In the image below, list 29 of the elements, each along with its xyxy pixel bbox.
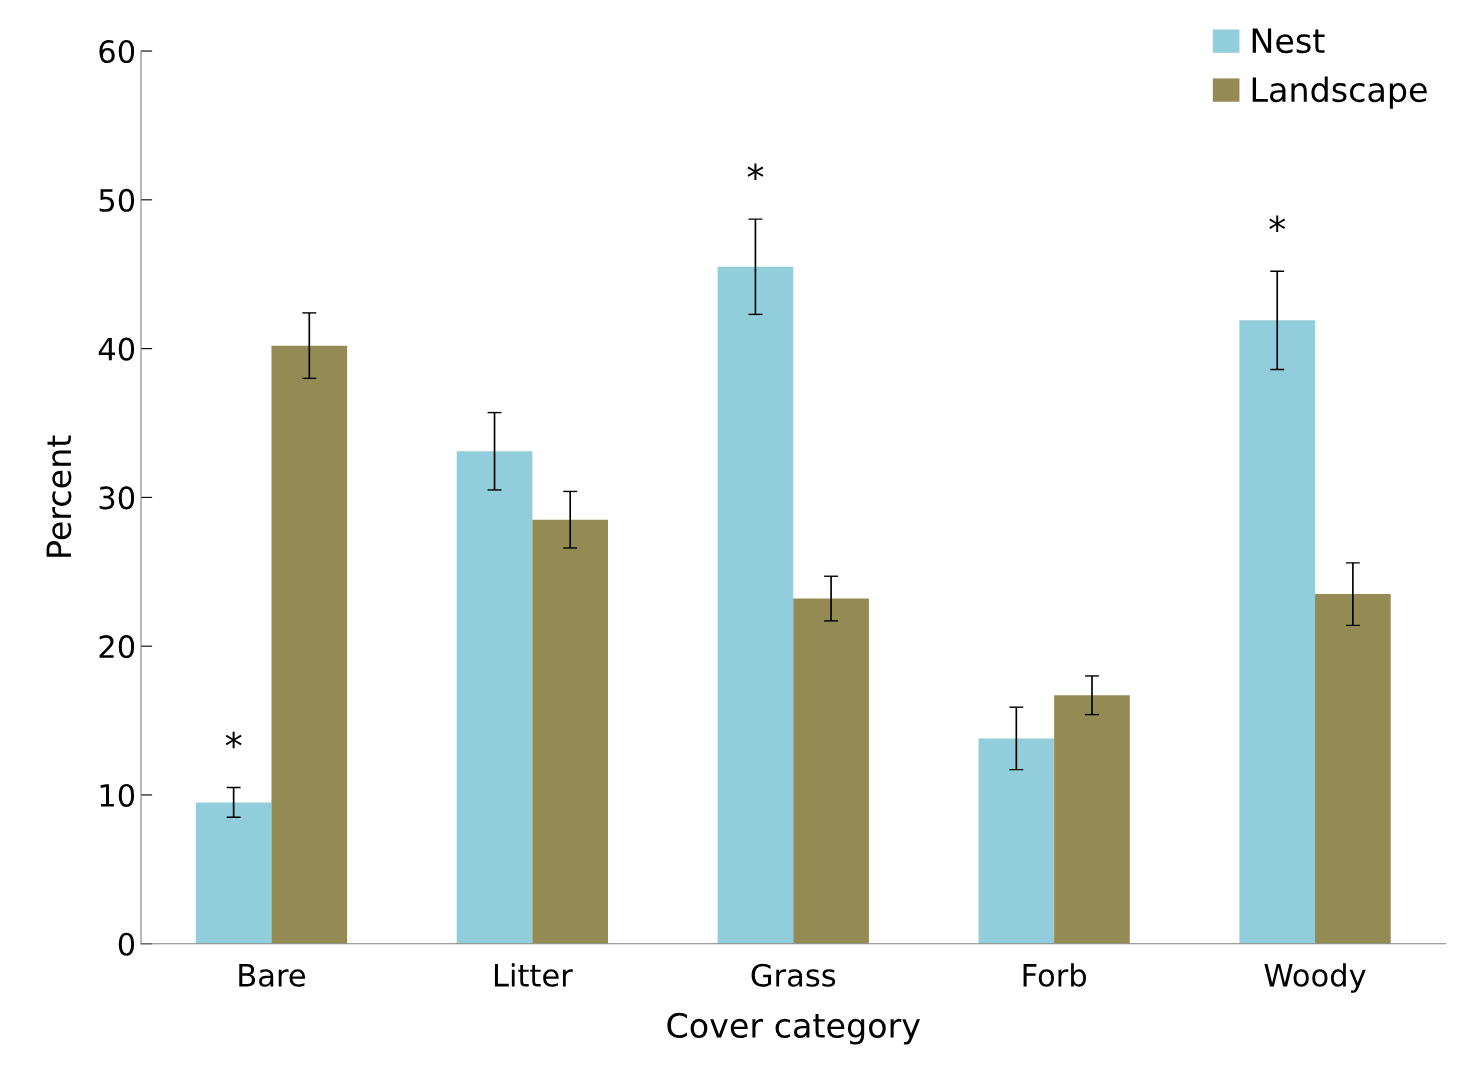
bar [978, 738, 1055, 944]
annotation: * [747, 163, 764, 180]
annotation: * [1269, 215, 1286, 232]
x-tick-label: Grass [751, 963, 836, 987]
x-axis-title: Cover category [667, 1012, 921, 1045]
bar [532, 519, 609, 944]
y-tick-label: 10 [100, 783, 135, 807]
bar [195, 802, 272, 944]
y-tick-label: 30 [99, 486, 135, 510]
bar [1315, 594, 1391, 944]
bar [793, 598, 869, 944]
y-axis-title: Percent [46, 435, 72, 557]
x-tick-label: Litter [494, 963, 573, 987]
annotation: * [225, 731, 242, 749]
legend-label: Nest [1252, 28, 1325, 54]
y-tick-label: 20 [99, 635, 135, 659]
bar [1054, 695, 1130, 944]
x-tick-label: Bare [239, 964, 306, 987]
bar [456, 451, 533, 944]
bar [271, 345, 348, 944]
y-tick-label: 50 [99, 188, 135, 212]
x-tick-label: Forb [1023, 963, 1087, 987]
y-tick-label: 60 [99, 39, 135, 64]
bar [717, 266, 794, 944]
legend-label: Landscape [1252, 76, 1427, 109]
x-tick-label: Woody [1264, 963, 1366, 993]
y-tick-label: 40 [98, 337, 135, 361]
bar [1239, 320, 1316, 944]
y-tick-label: 0 [118, 932, 135, 956]
